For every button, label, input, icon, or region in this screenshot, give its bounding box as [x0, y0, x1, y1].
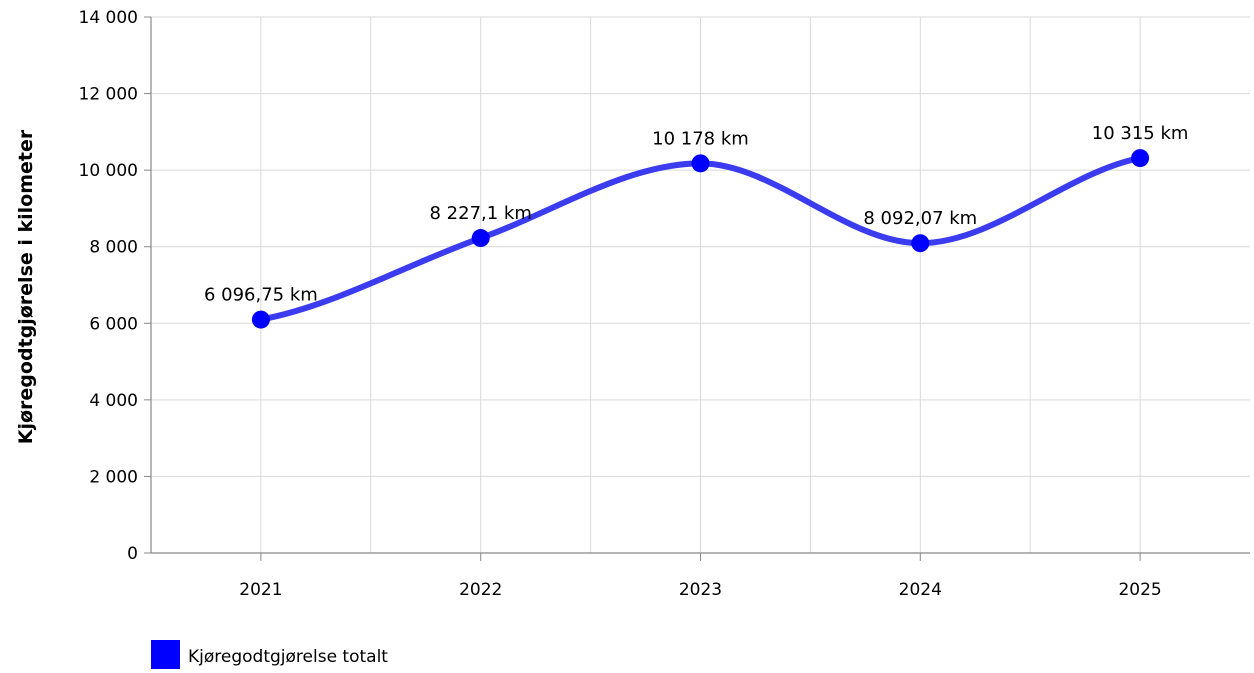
y-tick-label: 12 000 [79, 85, 138, 105]
y-tick-label: 0 [127, 544, 138, 564]
data-label-layer: 6 096,75 km 8 227,1 km 10 178 km 8 092,07 k… [204, 123, 1188, 305]
y-tick-label: 2 000 [89, 467, 138, 487]
axis-layer: 0 2 000 4 000 6 000 8 000 10 000 12 000 14 000 2… [79, 8, 1250, 600]
data-label: 10 178 km [652, 128, 749, 149]
data-point[interactable] [251, 310, 270, 329]
legend[interactable]: Kjøregodtgjørelse totalt [151, 640, 388, 669]
y-tick-label: 8 000 [89, 238, 138, 258]
data-label: 8 227,1 km [430, 203, 532, 224]
data-label: 10 315 km [1092, 123, 1189, 144]
legend-label: Kjøregodtgjørelse totalt [188, 647, 388, 667]
data-point[interactable] [911, 234, 930, 253]
x-tick-label: 2021 [239, 580, 282, 600]
data-point[interactable] [471, 229, 490, 248]
data-point[interactable] [1131, 149, 1150, 168]
x-tick-label: 2022 [459, 580, 502, 600]
x-tick-label: 2023 [679, 580, 722, 600]
x-tick-label: 2025 [1118, 580, 1161, 600]
series-layer [251, 149, 1150, 329]
legend-swatch [151, 640, 180, 669]
y-tick-label: 14 000 [79, 8, 138, 28]
data-label: 6 096,75 km [204, 285, 318, 306]
data-label: 8 092,07 km [863, 208, 977, 229]
data-point[interactable] [691, 154, 710, 173]
x-tick-label: 2024 [899, 580, 942, 600]
y-tick-label: 6 000 [89, 314, 138, 334]
y-tick-label: 4 000 [89, 391, 138, 411]
y-axis-title: Kjøregodtgjørelse i kilometer [15, 129, 37, 444]
y-tick-label: 10 000 [79, 161, 138, 181]
